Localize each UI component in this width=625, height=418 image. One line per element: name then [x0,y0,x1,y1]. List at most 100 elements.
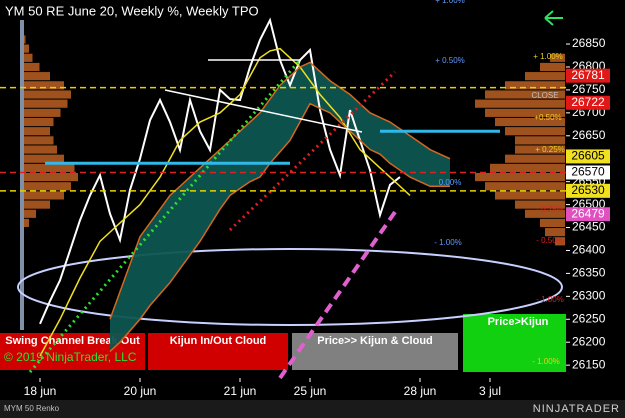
tpo-bar-left [22,209,36,218]
price-tag-label: 26570 [571,165,605,179]
tpo-bar-right [515,145,565,154]
arrow-icon [544,10,563,26]
tpo-bar-right [505,127,565,136]
signal-panel-label: Kijun In/Out Cloud [170,335,267,347]
percent-annotation: +0.50% [534,113,561,122]
tpo-bar-right [555,237,565,246]
tpo-bar-left [22,90,71,99]
series-line [109,61,451,320]
copyright: © 2019 NinjaTrader, LLC [4,350,137,364]
tpo-bar-left [22,99,68,108]
tpo-bar-right [545,228,565,237]
signal-panel [463,314,573,372]
brand-logo: NINJATRADER [533,403,620,415]
price-tag [566,149,610,164]
tpo-bar-left [22,163,75,172]
signal-panel [148,333,288,370]
percent-annotation: + 1.00% [435,0,465,5]
price-tag [566,68,610,83]
trend-line [278,210,397,380]
tpo-bar-right [485,182,565,191]
percent-annotation: CLOSE [531,91,558,100]
x-tick-label: 25 jun [294,384,327,398]
tpo-bar-right [505,81,565,90]
tpo-bar-left [22,127,50,136]
tpo-bar-right [525,209,565,218]
signal-panel-label: Price>Kijun [488,316,549,328]
price-tag [566,207,610,222]
series-line [39,17,401,325]
y-tick-label: 26150 [572,357,606,371]
tpo-range-bar [20,20,24,330]
tpo-bar-left [22,191,64,200]
tpo-bar-right [495,191,565,200]
tpo-bar-left [22,117,54,127]
y-tick-label: 26250 [572,311,606,325]
y-tick-label: 26200 [572,334,606,348]
tpo-bar-left [22,182,71,191]
price-tag [566,183,610,198]
cloud-fill [110,62,450,352]
tpo-bar-right [475,99,565,108]
price-tag-label: 26781 [571,68,605,82]
tpo-bar-left [22,81,64,90]
drawing-line [164,89,363,133]
tpo-bar-right [525,72,565,81]
tpo-bar-right [540,218,565,228]
x-tick-label: 18 jun [24,384,57,398]
status-bar [0,400,625,418]
instrument-label: MYM 50 Renko [4,404,60,413]
ellipse-drawing [17,248,563,326]
signal-panel-label: Swing Channel Break Out [5,335,140,347]
series-line [109,102,450,352]
tpo-bar-left [22,172,78,182]
y-tick-label: 26650 [572,128,606,142]
price-tag [566,165,610,180]
price-tag-label: 26605 [571,149,605,163]
tpo-bar-left [22,200,50,209]
y-tick-label: 26300 [572,289,606,303]
trend-line [228,70,397,232]
tpo-bar-right [490,163,565,172]
tpo-bar-right [485,90,565,99]
y-tick-label: 26450 [572,220,606,234]
x-tick-label: 20 jun [124,384,157,398]
chart-title: YM 50 RE June 20, Weekly %, Weekly TPO [5,3,259,18]
price-tag-label: 26530 [571,183,605,197]
percent-annotation: - 1.00% [532,357,560,366]
axis-background [566,0,625,400]
tpo-bar-left [22,62,40,72]
tpo-bar-right [515,136,565,145]
trend-line [28,59,302,373]
price-tag [566,95,610,110]
signal-panel-label: Price>> Kijun & Cloud [317,335,433,347]
tpo-bar-right [475,172,565,182]
tpo-bar-right [495,117,565,127]
tpo-bar-right [540,62,565,72]
tpo-bar-left [22,154,64,163]
tpo-bar-left [22,145,57,154]
series-line [39,47,411,357]
tpo-bar-right [550,53,565,62]
percent-annotation: + 1.00% [533,52,563,61]
x-tick-label: 28 jun [404,384,437,398]
price-tag-label: 26479 [571,206,605,220]
percent-annotation: - 1.00% [434,238,462,247]
x-tick-label: 3 jul [479,384,501,398]
y-tick-label: 26400 [572,243,606,257]
x-tick-label: 21 jun [224,384,257,398]
tpo-bar-left [22,44,29,53]
tpo-bar-left [22,218,29,228]
percent-annotation: + 0.25% [535,145,565,154]
tpo-bar-left [22,108,61,117]
price-tag-label: 26722 [571,95,605,109]
tpo-bar-left [22,72,50,81]
percent-annotation: - 1.00% [536,295,564,304]
percent-annotation: 0.00% [439,178,462,187]
tpo-bar-right [485,108,565,117]
tpo-bar-right [515,200,565,209]
y-tick-label: 26850 [572,36,606,50]
y-tick-label: 26750 [572,82,606,96]
tpo-bar-left [22,53,33,62]
